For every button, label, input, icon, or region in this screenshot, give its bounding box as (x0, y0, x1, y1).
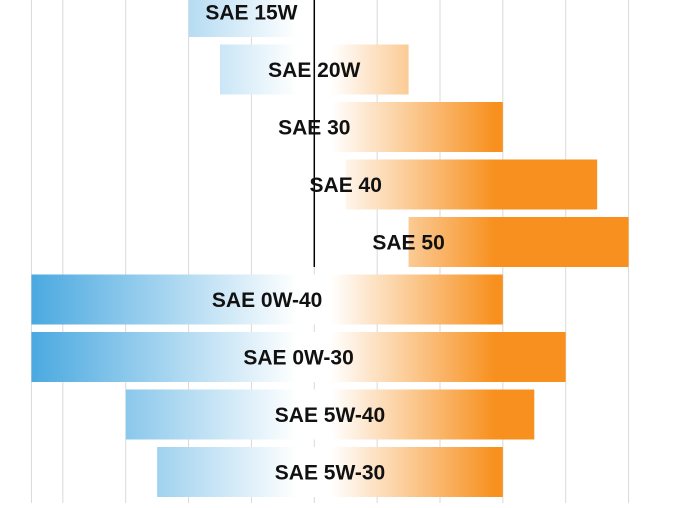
bar-label-sae-5w-40: SAE 5W-40 (275, 404, 385, 427)
bar-label-sae-40: SAE 40 (310, 174, 382, 197)
bar-sae-30 (314, 102, 503, 152)
bar-sae-50 (408, 217, 629, 267)
bar-sae-5w-40 (125, 389, 535, 440)
bar-layer (31, 0, 629, 497)
bar-sae-5w-30 (157, 447, 503, 497)
bar-label-sae-5w-30: SAE 5W-30 (275, 461, 385, 484)
label-layer: SAE 15W SAE 20W SAE 30 SAE 40 SAE 50 SAE 0W-4… (205, 1, 444, 484)
bar-sae-0w-40 (31, 274, 503, 325)
bar-label-sae-0w-40: SAE 0W-40 (212, 289, 322, 312)
bar-label-sae-0w-30: SAE 0W-30 (243, 346, 353, 369)
bar-label-sae-50: SAE 50 (372, 231, 444, 254)
bar-sae-0w-30 (31, 332, 566, 382)
bar-sae-40 (345, 159, 598, 210)
bar-label-sae-30: SAE 30 (278, 116, 350, 139)
bar-sae-15w (188, 0, 315, 37)
bar-label-sae-20w: SAE 20W (268, 59, 360, 82)
bar-label-sae-15w: SAE 15W (205, 1, 297, 24)
